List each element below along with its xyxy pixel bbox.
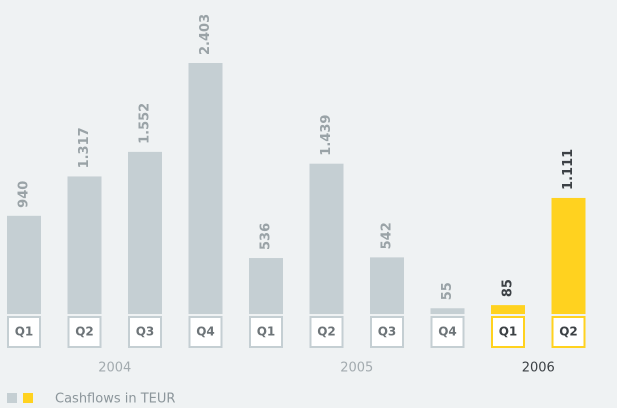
value-label: 1.552: [138, 103, 153, 144]
value-label: 85: [501, 279, 516, 297]
year-label: 2005: [340, 361, 373, 376]
category-box: [128, 316, 162, 348]
category-label: Q2: [559, 325, 578, 339]
value-label: 536: [259, 223, 274, 250]
category-box: [370, 316, 404, 348]
bar: [128, 151, 162, 314]
category-box: [67, 316, 102, 348]
category-label: Q3: [378, 325, 397, 339]
category-label: Q4: [196, 325, 215, 339]
bar: [551, 197, 586, 314]
category-label: Q1: [15, 325, 34, 339]
bar: [7, 215, 41, 314]
value-label: 1.317: [77, 127, 92, 168]
category-label: Q1: [257, 325, 276, 339]
bar: [430, 308, 465, 314]
value-label: 940: [17, 181, 32, 208]
category-box: [309, 316, 344, 348]
legend-swatch: [23, 393, 33, 403]
category-box: [430, 316, 465, 348]
category-box: [551, 316, 586, 348]
legend-label: Cashflows in TEUR: [55, 392, 175, 407]
category-label: Q2: [75, 325, 94, 339]
category-box: [249, 316, 283, 348]
category-label: Q2: [317, 325, 336, 339]
bar: [309, 163, 344, 314]
category-box: [188, 316, 223, 348]
value-label: 55: [440, 282, 455, 300]
value-label: 1.111: [561, 149, 576, 190]
category-label: Q1: [499, 325, 518, 339]
value-label: 1.439: [319, 115, 334, 156]
bar: [67, 176, 102, 314]
category-box: [491, 316, 525, 348]
value-label: 2.403: [198, 14, 213, 55]
category-label: Q3: [136, 325, 155, 339]
legend-swatch: [7, 393, 17, 403]
category-label: Q4: [438, 325, 457, 339]
bar: [188, 63, 223, 314]
year-label: 2004: [98, 361, 131, 376]
value-label: 542: [380, 222, 395, 249]
year-label: 2006: [522, 361, 555, 376]
bar: [370, 257, 404, 314]
bar: [491, 305, 525, 314]
category-box: [7, 316, 41, 348]
bar: [249, 258, 283, 314]
